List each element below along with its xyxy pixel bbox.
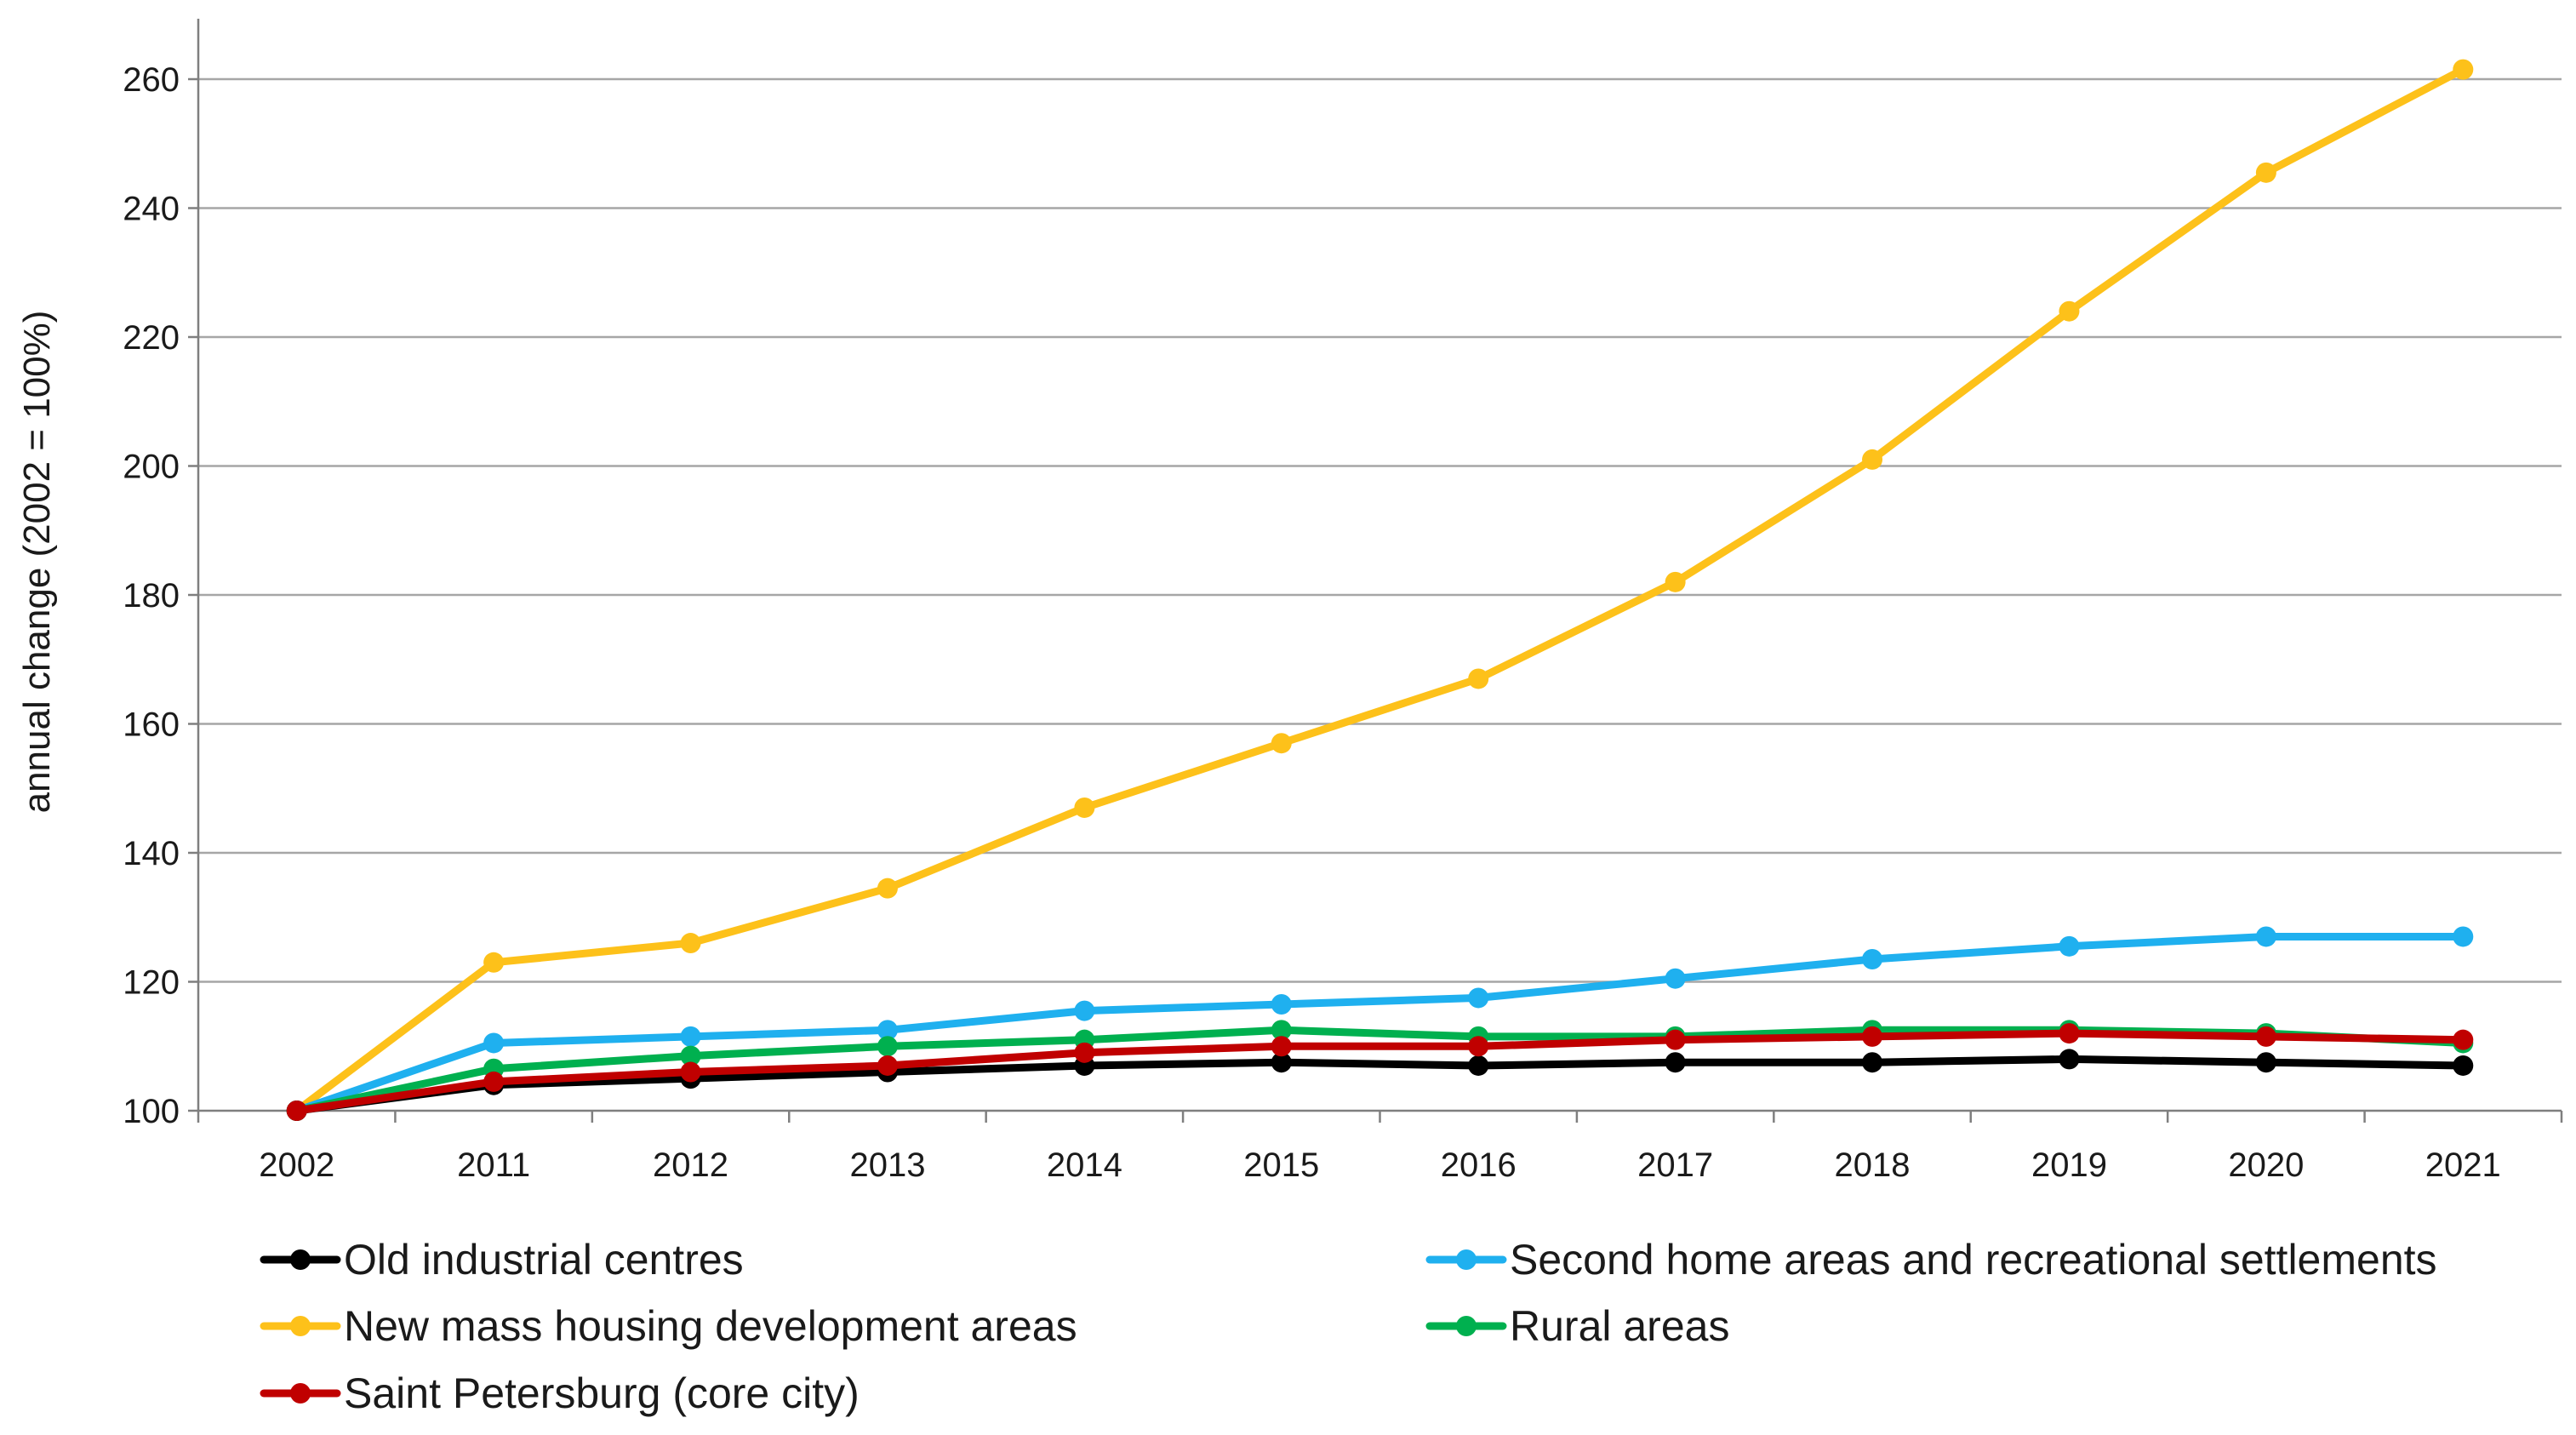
data-point: [1862, 948, 1883, 969]
y-tick-label: 240: [123, 191, 180, 228]
data-point: [1665, 1052, 1686, 1073]
data-point: [1862, 1026, 1883, 1047]
data-point: [680, 1026, 701, 1047]
data-point: [1074, 1042, 1095, 1063]
series-3: [286, 59, 2474, 1121]
data-point: [680, 1061, 701, 1083]
data-point: [2059, 1023, 2080, 1044]
legend-swatch-marker: [290, 1316, 311, 1336]
data-point: [680, 933, 701, 954]
legend-swatch-marker: [1456, 1316, 1476, 1336]
data-point: [2453, 1029, 2474, 1050]
x-tick-label: 2013: [849, 1146, 925, 1184]
y-tick-label: 160: [123, 706, 180, 744]
data-point: [2059, 935, 2080, 957]
y-tick-label: 200: [123, 449, 180, 486]
legend-item: Rural areas: [1425, 1302, 1729, 1350]
legend-item: Old industrial centres: [260, 1236, 744, 1283]
legend-label: Second home areas and recreational settl…: [1510, 1236, 2437, 1283]
legend-label: Saint Petersburg (core city): [344, 1369, 860, 1417]
gridlines: [198, 77, 2562, 983]
x-tick-label: 2016: [1441, 1146, 1516, 1184]
data-point: [1862, 449, 1883, 470]
series: [286, 59, 2474, 1121]
y-tick-labels: 100 120 140 160 180 200 220 240 260: [123, 61, 180, 1130]
data-point: [1665, 968, 1686, 989]
data-point: [1271, 994, 1292, 1015]
series-line: [293, 933, 2467, 1115]
x-tick-labels: 2002 2011 2012 2013 2014 2015 2016 2017 2018 2019…: [259, 1146, 2501, 1184]
series-2: [286, 926, 2474, 1121]
data-point: [1468, 987, 1489, 1009]
x-tick-label: 2015: [1243, 1146, 1319, 1184]
data-point: [1271, 733, 1292, 754]
legend-swatch-marker: [290, 1383, 311, 1404]
data-point: [1665, 571, 1686, 592]
data-point: [1665, 1029, 1686, 1050]
data-point: [2255, 926, 2276, 947]
legend-item: Second home areas and recreational settl…: [1425, 1236, 2437, 1283]
data-point: [1271, 1052, 1292, 1073]
x-tick-label: 2012: [653, 1146, 728, 1184]
data-point: [1468, 668, 1489, 689]
data-point: [1074, 797, 1095, 818]
data-point: [1271, 1020, 1292, 1041]
series-line: [293, 1029, 2467, 1115]
data-point: [2059, 1049, 2080, 1070]
data-point: [2255, 162, 2276, 183]
data-point: [1468, 1055, 1489, 1076]
legend-label: Rural areas: [1510, 1302, 1729, 1350]
legend-item: Saint Petersburg (core city): [260, 1369, 860, 1417]
data-point: [2059, 300, 2080, 322]
x-tick-label: 2002: [259, 1146, 334, 1184]
x-tick-label: 2014: [1047, 1146, 1122, 1184]
data-point: [483, 952, 505, 973]
y-axis-title: annual change (2002 = 100%): [16, 311, 58, 814]
data-point: [483, 1032, 505, 1054]
data-point: [680, 1045, 701, 1066]
data-point: [877, 1020, 898, 1041]
y-tick-label: 120: [123, 964, 180, 1002]
data-point: [483, 1071, 505, 1092]
data-point: [2255, 1026, 2276, 1047]
data-point: [1271, 1036, 1292, 1057]
x-tick-label: 2020: [2228, 1146, 2304, 1184]
data-point: [877, 878, 898, 899]
data-point: [877, 1036, 898, 1057]
y-tick-label: 100: [123, 1093, 180, 1130]
legend-item: New mass housing development areas: [260, 1302, 1077, 1350]
y-tick-label: 260: [123, 61, 180, 99]
legend: Old industrial centres Second home areas …: [260, 1236, 2437, 1417]
data-point: [1468, 1036, 1489, 1057]
data-point: [2453, 1055, 2474, 1076]
data-point: [1862, 1052, 1883, 1073]
data-point: [1074, 1000, 1095, 1021]
series-line: [293, 1055, 2467, 1115]
legend-swatch-marker: [290, 1249, 311, 1270]
data-point: [2255, 1052, 2276, 1073]
series-line: [293, 66, 2467, 1115]
legend-label: Old industrial centres: [344, 1236, 744, 1283]
x-tick-label: 2011: [457, 1146, 530, 1184]
series-5: [286, 1023, 2474, 1121]
y-tick-label: 180: [123, 577, 180, 615]
axes: [188, 19, 2563, 1123]
y-tick-label: 140: [123, 835, 180, 872]
data-point: [877, 1055, 898, 1076]
x-tick-label: 2019: [2031, 1146, 2107, 1184]
data-point: [286, 1101, 307, 1121]
x-tick-label: 2021: [2425, 1146, 2501, 1184]
legend-label: New mass housing development areas: [344, 1302, 1077, 1350]
data-point: [2453, 926, 2474, 947]
legend-swatch-marker: [1456, 1249, 1476, 1270]
data-point: [2453, 59, 2474, 80]
x-tick-label: 2017: [1637, 1146, 1713, 1184]
y-tick-label: 220: [123, 319, 180, 357]
x-tick-label: 2018: [1835, 1146, 1911, 1184]
